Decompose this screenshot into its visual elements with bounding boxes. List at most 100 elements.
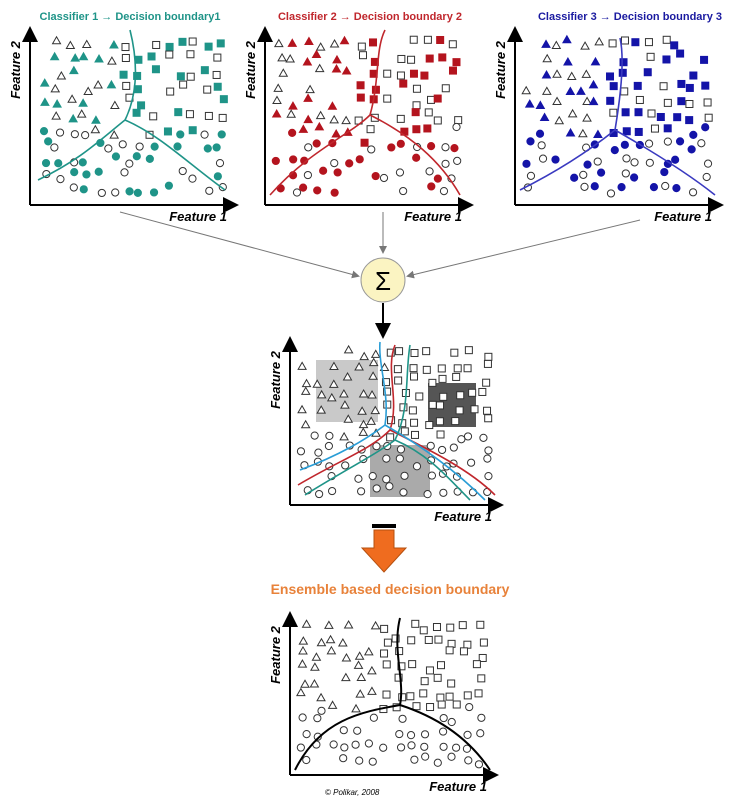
circle-marker <box>622 170 629 177</box>
triangle-marker <box>317 694 325 701</box>
circle-marker <box>297 744 304 751</box>
square-marker <box>454 365 461 372</box>
triangle-marker <box>368 687 376 694</box>
triangle-marker <box>582 70 590 77</box>
circle-marker <box>475 761 482 768</box>
triangle-marker <box>595 38 603 45</box>
circle-marker <box>611 147 618 154</box>
circle-marker <box>146 155 153 162</box>
square-marker <box>395 377 402 384</box>
circle-marker <box>440 188 447 195</box>
panel-title: Classifier 3 → Decision boundary 3 <box>538 11 722 23</box>
circle-marker <box>448 718 455 725</box>
circle-marker <box>458 436 465 443</box>
circle-marker <box>341 744 348 751</box>
triangle-marker <box>299 647 307 654</box>
circle-marker <box>303 730 310 737</box>
square-marker <box>394 366 401 373</box>
axis-label: Feature 1 <box>169 209 227 224</box>
circle-marker <box>57 176 64 183</box>
circle-marker <box>315 449 322 456</box>
circle-marker <box>413 463 420 470</box>
circle-marker <box>71 169 78 176</box>
circle-marker <box>126 188 133 195</box>
circle-marker <box>401 472 408 479</box>
axis-label: Feature 2 <box>8 40 23 99</box>
credit: © Polikar, 2008 <box>325 788 380 797</box>
square-marker <box>425 109 432 116</box>
square-marker <box>384 639 391 646</box>
triangle-marker <box>289 102 297 109</box>
square-marker <box>459 622 466 629</box>
circle-marker <box>673 185 680 192</box>
circle-marker <box>440 743 447 750</box>
square-marker <box>622 109 629 116</box>
triangle-marker <box>332 130 340 137</box>
circle-marker <box>214 173 221 180</box>
square-marker <box>413 703 420 710</box>
square-marker <box>705 114 712 121</box>
circle-marker <box>448 753 455 760</box>
circle-marker <box>421 731 428 738</box>
triangle-marker <box>331 40 339 47</box>
circle-marker <box>326 432 333 439</box>
triangle-marker <box>57 72 65 79</box>
circle-marker <box>340 727 347 734</box>
circle-marker <box>440 714 447 721</box>
square-marker <box>456 407 463 414</box>
triangle-marker <box>302 421 310 428</box>
circle-marker <box>383 476 390 483</box>
square-marker <box>448 640 455 647</box>
square-marker <box>413 85 420 92</box>
square-marker <box>434 95 441 102</box>
circle-marker <box>95 168 102 175</box>
axis-label: Feature 1 <box>429 779 487 794</box>
circle-marker <box>289 129 296 136</box>
circle-marker <box>318 707 325 714</box>
square-marker <box>442 85 449 92</box>
circle-marker <box>300 184 307 191</box>
square-marker <box>358 43 365 50</box>
circle-marker <box>80 186 87 193</box>
square-marker <box>437 36 444 43</box>
circle-marker <box>325 442 332 449</box>
square-marker <box>446 647 453 654</box>
square-marker <box>440 393 447 400</box>
triangle-marker <box>591 58 599 65</box>
axis-label: Feature 1 <box>434 509 492 524</box>
triangle-marker <box>345 621 353 628</box>
square-marker <box>457 392 464 399</box>
circle-marker <box>672 156 679 163</box>
triangle-marker <box>83 41 91 48</box>
triangle-marker <box>328 102 336 109</box>
square-marker <box>469 389 476 396</box>
circle-marker <box>189 175 196 182</box>
triangle-marker <box>299 637 307 644</box>
square-marker <box>187 73 194 80</box>
square-marker <box>701 56 708 63</box>
square-marker <box>663 36 670 43</box>
square-marker <box>429 379 436 386</box>
triangle-marker <box>327 636 335 643</box>
triangle-marker <box>41 98 49 105</box>
square-marker <box>663 56 670 63</box>
triangle-marker <box>355 661 363 668</box>
circle-marker <box>151 143 158 150</box>
square-marker <box>396 348 403 355</box>
square-marker <box>164 128 171 135</box>
panel-title: Classifier 1 → Decision boundary1 <box>40 11 221 23</box>
circle-marker <box>661 168 668 175</box>
square-marker <box>397 72 404 79</box>
square-marker <box>447 624 454 631</box>
square-marker <box>433 624 440 631</box>
triangle-marker <box>68 95 76 102</box>
square-marker <box>645 39 652 46</box>
circle-marker <box>218 131 225 138</box>
square-marker <box>387 434 394 441</box>
ensemble-title: Ensemble based decision boundary <box>271 581 510 597</box>
triangle-marker <box>368 667 376 674</box>
circle-marker <box>42 159 49 166</box>
circle-marker <box>134 189 141 196</box>
triangle-marker <box>315 123 323 130</box>
circle-marker <box>45 138 52 145</box>
